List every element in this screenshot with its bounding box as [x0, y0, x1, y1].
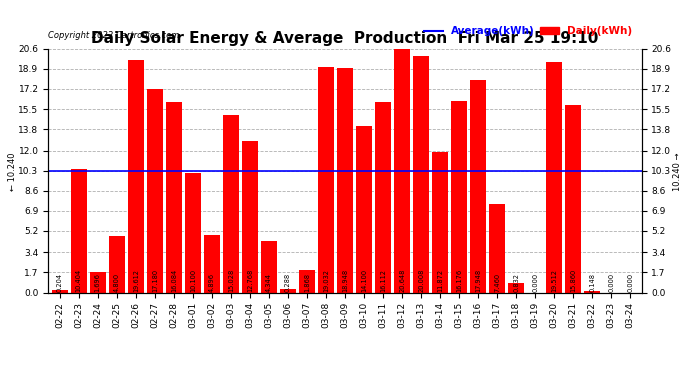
Bar [413, 56, 429, 292]
Text: 11.872: 11.872 [437, 269, 443, 292]
Bar [280, 289, 296, 292]
Text: 1.868: 1.868 [304, 273, 310, 292]
Text: 19.612: 19.612 [132, 269, 139, 292]
Text: 14.100: 14.100 [361, 269, 367, 292]
Text: 15.028: 15.028 [228, 268, 234, 292]
Bar [52, 290, 68, 292]
Text: 1.696: 1.696 [95, 273, 101, 292]
Text: 19.032: 19.032 [323, 269, 329, 292]
Text: 17.180: 17.180 [152, 269, 158, 292]
Text: 20.008: 20.008 [418, 268, 424, 292]
Bar [451, 101, 467, 292]
Bar [394, 48, 410, 292]
Text: 0.000: 0.000 [609, 273, 614, 292]
Text: 10.240 →: 10.240 → [673, 152, 682, 190]
Bar [546, 62, 562, 292]
Bar [375, 102, 391, 292]
Bar [584, 291, 600, 292]
Bar [489, 204, 505, 292]
Text: 16.084: 16.084 [171, 268, 177, 292]
Text: 0.000: 0.000 [532, 273, 538, 292]
Bar [261, 241, 277, 292]
Bar [128, 60, 144, 292]
Text: 18.948: 18.948 [342, 269, 348, 292]
Text: 10.404: 10.404 [76, 268, 81, 292]
Text: 19.512: 19.512 [551, 269, 558, 292]
Text: 12.768: 12.768 [247, 268, 253, 292]
Bar [470, 80, 486, 292]
Bar [223, 115, 239, 292]
Text: 4.344: 4.344 [266, 273, 272, 292]
Bar [204, 235, 220, 292]
Text: 16.112: 16.112 [380, 269, 386, 292]
Text: 16.176: 16.176 [456, 269, 462, 292]
Bar [166, 102, 182, 292]
Bar [185, 173, 201, 292]
Bar [241, 141, 258, 292]
Text: 0.148: 0.148 [589, 273, 595, 292]
Legend: Average(kWh), Daily(kWh): Average(kWh), Daily(kWh) [420, 22, 636, 40]
Text: 0.832: 0.832 [513, 273, 519, 292]
Text: 17.948: 17.948 [475, 269, 481, 292]
Text: 0.288: 0.288 [285, 273, 291, 292]
Title: Daily Solar Energy & Average  Production  Fri Mar 25 19:10: Daily Solar Energy & Average Production … [91, 31, 599, 46]
Text: 4.896: 4.896 [209, 273, 215, 292]
Bar [299, 270, 315, 292]
Text: 15.860: 15.860 [570, 268, 576, 292]
Text: 20.648: 20.648 [399, 268, 405, 292]
Text: 0.204: 0.204 [57, 273, 63, 292]
Bar [147, 89, 163, 292]
Text: 4.800: 4.800 [114, 273, 120, 292]
Bar [356, 126, 372, 292]
Bar [565, 105, 581, 292]
Bar [508, 283, 524, 292]
Bar [337, 68, 353, 292]
Bar [90, 272, 106, 292]
Text: 7.460: 7.460 [494, 273, 500, 292]
Text: 10.100: 10.100 [190, 269, 196, 292]
Text: ← 10.240: ← 10.240 [8, 152, 17, 190]
Text: 0.000: 0.000 [627, 273, 633, 292]
Bar [109, 236, 125, 292]
Bar [318, 67, 334, 292]
Text: Copyright 2022 Cartronics.com: Copyright 2022 Cartronics.com [48, 31, 179, 40]
Bar [432, 152, 448, 292]
Bar [70, 170, 87, 292]
